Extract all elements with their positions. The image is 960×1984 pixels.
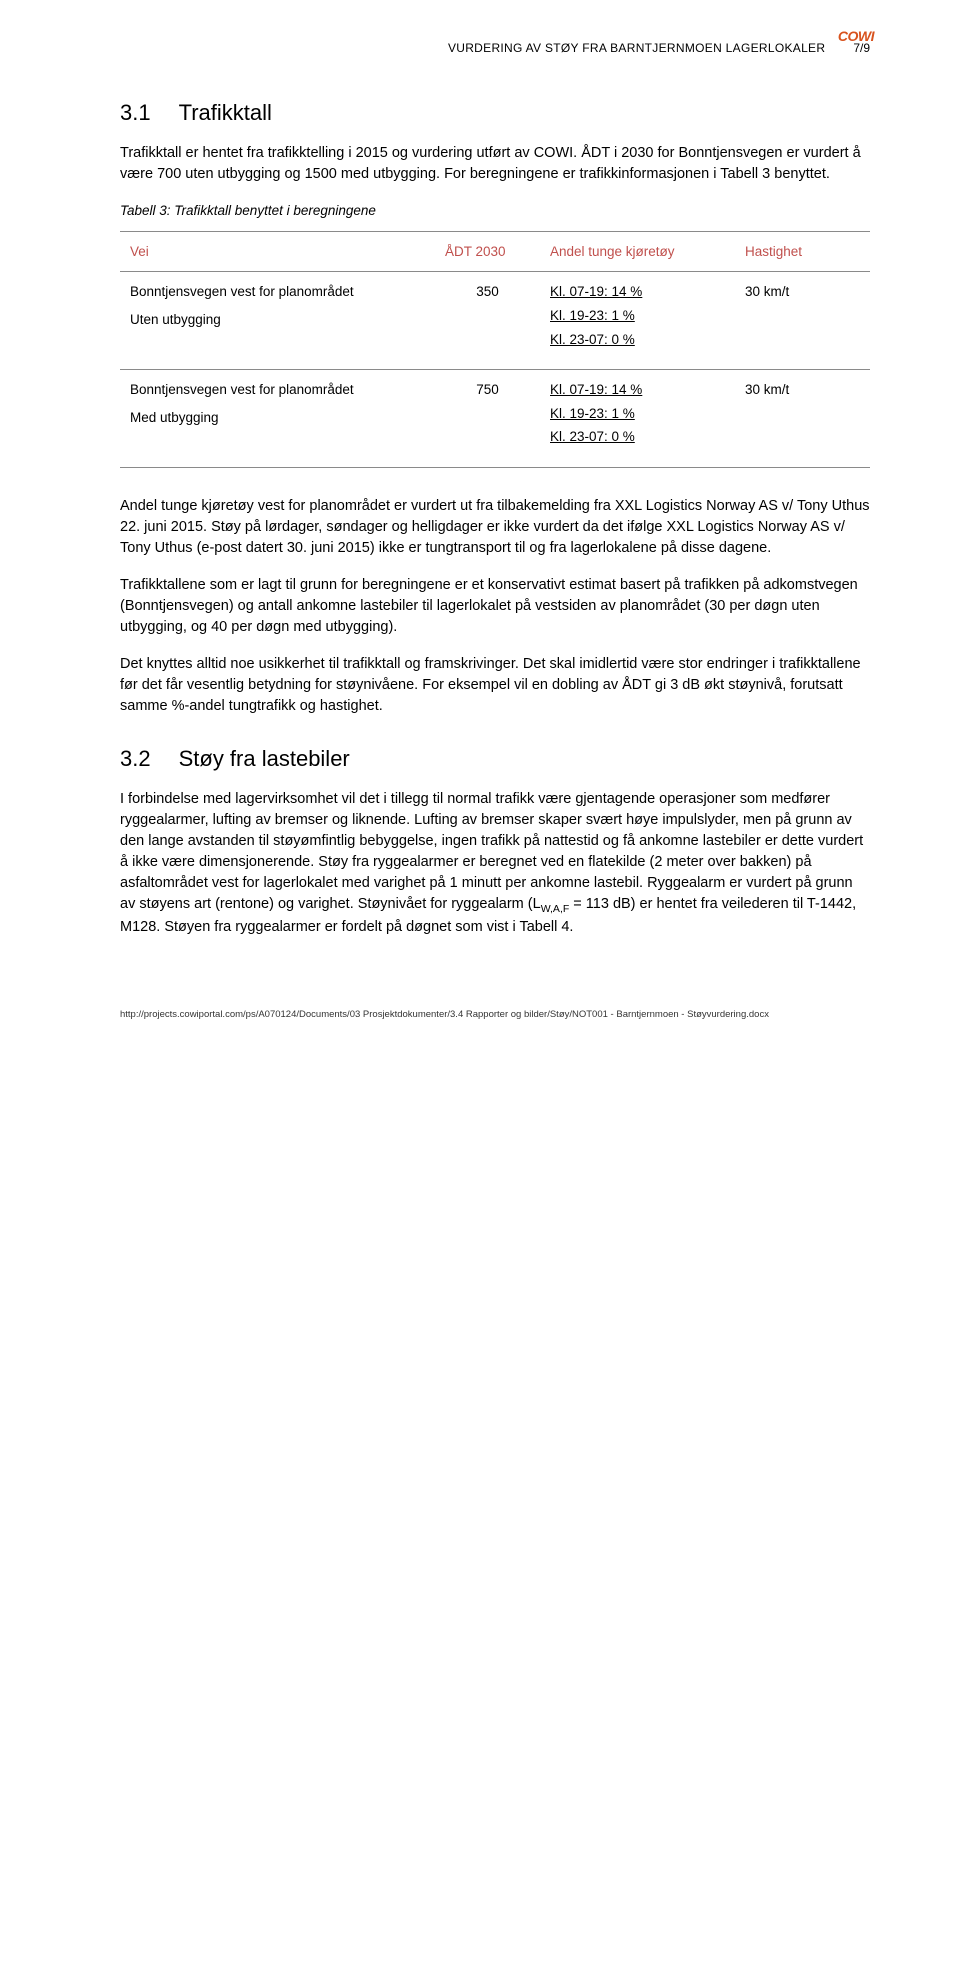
section-3-2-heading: 3.2 Støy fra lastebiler [120,743,870,775]
section-title: Trafikktall [179,97,272,129]
paragraph: Det knyttes alltid noe usikkerhet til tr… [120,654,870,717]
cell-kl1: Kl. 07-19: 14 % [550,380,725,400]
th-andel: Andel tunge kjøretøy [540,231,735,272]
cell-kl3: Kl. 23-07: 0 % [550,427,725,447]
traffic-table: Vei ÅDT 2030 Andel tunge kjøretøy Hastig… [120,231,870,468]
section-title: Støy fra lastebiler [179,743,350,775]
cell-kl2: Kl. 19-23: 1 % [550,306,725,326]
cell-vei-l2: Med utbygging [130,408,425,428]
cell-hast: 30 km/t [735,272,870,370]
subscript: W,A,F [541,903,570,915]
table-caption: Tabell 3: Trafikktall benyttet i beregni… [120,201,870,221]
paragraph-text-a: I forbindelse med lagervirksomhet vil de… [120,791,863,912]
cell-adt: 350 [435,272,540,370]
footer-file-path: http://projects.cowiportal.com/ps/A07012… [120,1008,870,1022]
paragraph: Andel tunge kjøretøy vest for planområde… [120,496,870,559]
paragraph: I forbindelse med lagervirksomhet vil de… [120,789,870,938]
header-title: VURDERING AV STØY FRA BARNTJERNMOEN LAGE… [448,40,825,57]
table-row: Bonntjensvegen vest for planområdet Uten… [120,272,870,370]
cell-hast: 30 km/t [735,370,870,468]
cell-vei-l1: Bonntjensvegen vest for planområdet [130,284,354,299]
section-number: 3.1 [120,97,151,129]
cell-adt: 750 [435,370,540,468]
page-header: VURDERING AV STØY FRA BARNTJERNMOEN LAGE… [120,40,870,57]
cell-kl2: Kl. 19-23: 1 % [550,404,725,424]
paragraph: Trafikktall er hentet fra trafikktelling… [120,143,870,185]
section-3-1-heading: 3.1 Trafikktall [120,97,870,129]
table-row: Bonntjensvegen vest for planområdet Med … [120,370,870,468]
cowi-logo: COWI [838,26,874,46]
cell-vei-l2: Uten utbygging [130,310,425,330]
cell-kl1: Kl. 07-19: 14 % [550,282,725,302]
th-hast: Hastighet [735,231,870,272]
cell-kl3: Kl. 23-07: 0 % [550,330,725,350]
cell-vei-l1: Bonntjensvegen vest for planområdet [130,382,354,397]
paragraph: Trafikktallene som er lagt til grunn for… [120,575,870,638]
th-vei: Vei [120,231,435,272]
th-adt: ÅDT 2030 [435,231,540,272]
section-number: 3.2 [120,743,151,775]
